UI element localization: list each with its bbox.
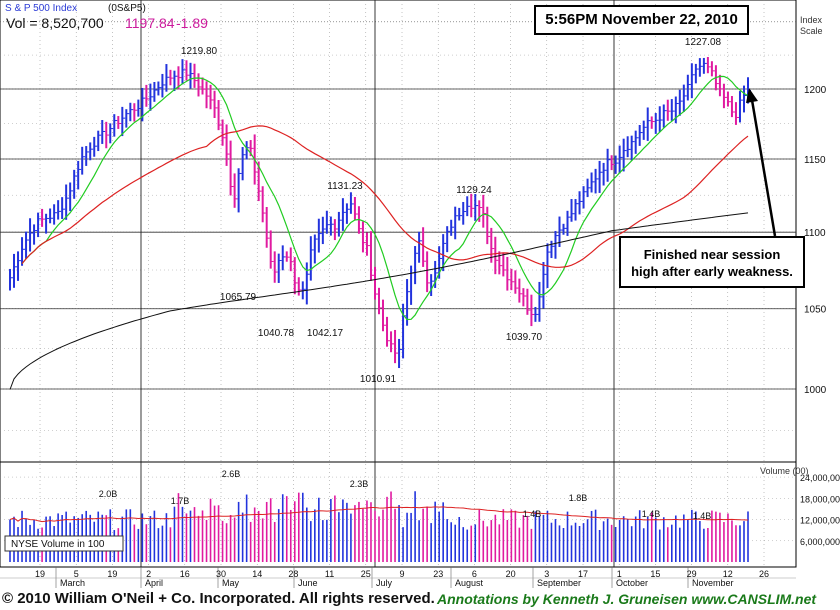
volume-tick-label: 6,000,000 [800,537,840,547]
month-label: March [60,578,85,588]
volume-tick-label: 12,000,000 [800,516,840,526]
volume-moving-average [9,506,749,523]
annotation-note: Finished near session high after early w… [619,236,805,288]
annotation-arrow-line [750,99,777,237]
day-tick-label: 1 [617,569,622,579]
month-label: June [298,578,318,588]
copyright-text: © 2010 William O'Neil + Co. Incorporated… [2,590,435,607]
price-tick-label: 1150 [804,155,826,166]
price-high-low-label: 1042.17 [307,328,344,339]
volume-axis-title: Volume (00) [760,466,809,476]
price-tick-label: 1100 [804,228,826,239]
day-tick-label: 6 [472,569,477,579]
day-tick-label: 2 [146,569,151,579]
day-tick-label: 26 [759,569,769,579]
price-tick-label: 1050 [804,305,827,316]
day-tick-label: 5 [74,569,79,579]
volume-legend: NYSE Volume in 100 [11,539,105,550]
price-high-low-label: 1065.79 [220,292,257,303]
day-tick-label: 15 [650,569,660,579]
price-high-low-label: 1129.24 [456,185,492,196]
volume-peak-label: 1.4B [642,509,661,519]
price-tick-label: 1200 [804,85,827,96]
volume-peak-label: 1.4B [693,511,712,521]
month-label: October [616,578,648,588]
volume-peak-label: 1.8B [569,493,588,503]
day-tick-label: 28 [288,569,298,579]
day-tick-label: 25 [361,569,371,579]
day-tick-label: 12 [723,569,733,579]
index-name: S & P 500 Index [5,3,77,14]
month-label: August [455,578,484,588]
price-high-low-label: 1010.91 [360,374,397,385]
timestamp-box: 5:56PM November 22, 2010 [534,5,749,35]
day-tick-label: 14 [252,569,262,579]
price-bars [9,56,751,369]
annotation-arrow-head [746,88,758,103]
price-high-low-label: 1227.08 [685,37,722,48]
volume-tick-label: 18,000,000 [800,494,840,504]
day-tick-label: 30 [216,569,226,579]
day-tick-label: 23 [433,569,443,579]
price-high-low-label: 1040.78 [258,328,295,339]
day-tick-label: 29 [687,569,697,579]
day-tick-label: 9 [399,569,404,579]
value-annotations: 1219.80 1065.79 1040.78 1042.17 1131.23 1010.… [99,37,722,521]
month-label: April [145,578,163,588]
day-tick-label: 17 [578,569,588,579]
volume-peak-label: 2.0B [99,489,118,499]
day-tick-label: 3 [544,569,549,579]
day-tick-label: 19 [35,569,45,579]
volume-panel-frame [0,461,797,568]
day-tick-label: 19 [107,569,117,579]
volume-peak-label: 1.7B [171,496,190,506]
price-high-low-label: 1131.23 [327,181,363,192]
ma-200-day-line [9,212,749,390]
day-tick-label: 20 [506,569,516,579]
ma-10-day-line [21,75,749,321]
volume-tick-label: 24,000,000 [800,473,840,483]
volume-legend-box [4,535,124,552]
price-change: -1.89 [176,15,208,31]
annotation-line-2: high after early weakness. [631,264,793,279]
day-tick-label: 11 [325,569,334,579]
symbol-label: (0S&P5) [108,3,146,14]
volume-peak-label: 2.6B [222,469,241,479]
ma-50-day-line [21,125,749,268]
price-high-low-label: 1039.70 [506,332,543,343]
volume-peak-label: 1.4B [523,509,542,519]
last-price: 1197.84 [125,15,175,31]
price-tick-label: 1000 [804,385,827,396]
annotation-credit: Annotations by Kenneth J. Gruneisen www.… [437,591,817,607]
price-axis-title-line2: Scale [800,26,823,36]
price-high-low-label: 1219.80 [181,46,218,57]
price-axis-title-line1: Index [800,15,823,25]
month-label: September [537,578,581,588]
day-tick-label: 16 [180,569,190,579]
volume-readout: Vol = 8,520,700 [6,15,104,31]
volume-peak-label: 2.3B [350,479,369,489]
month-label: May [222,578,240,588]
month-label: November [692,578,734,588]
month-label: July [376,578,393,588]
moving-averages [9,75,749,390]
annotation-line-1: Finished near session [643,247,781,262]
volume-bars [9,491,749,562]
